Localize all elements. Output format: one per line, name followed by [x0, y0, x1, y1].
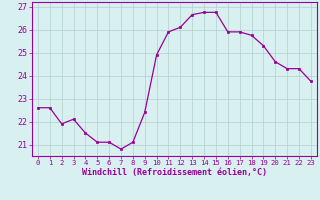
X-axis label: Windchill (Refroidissement éolien,°C): Windchill (Refroidissement éolien,°C) — [82, 168, 267, 177]
